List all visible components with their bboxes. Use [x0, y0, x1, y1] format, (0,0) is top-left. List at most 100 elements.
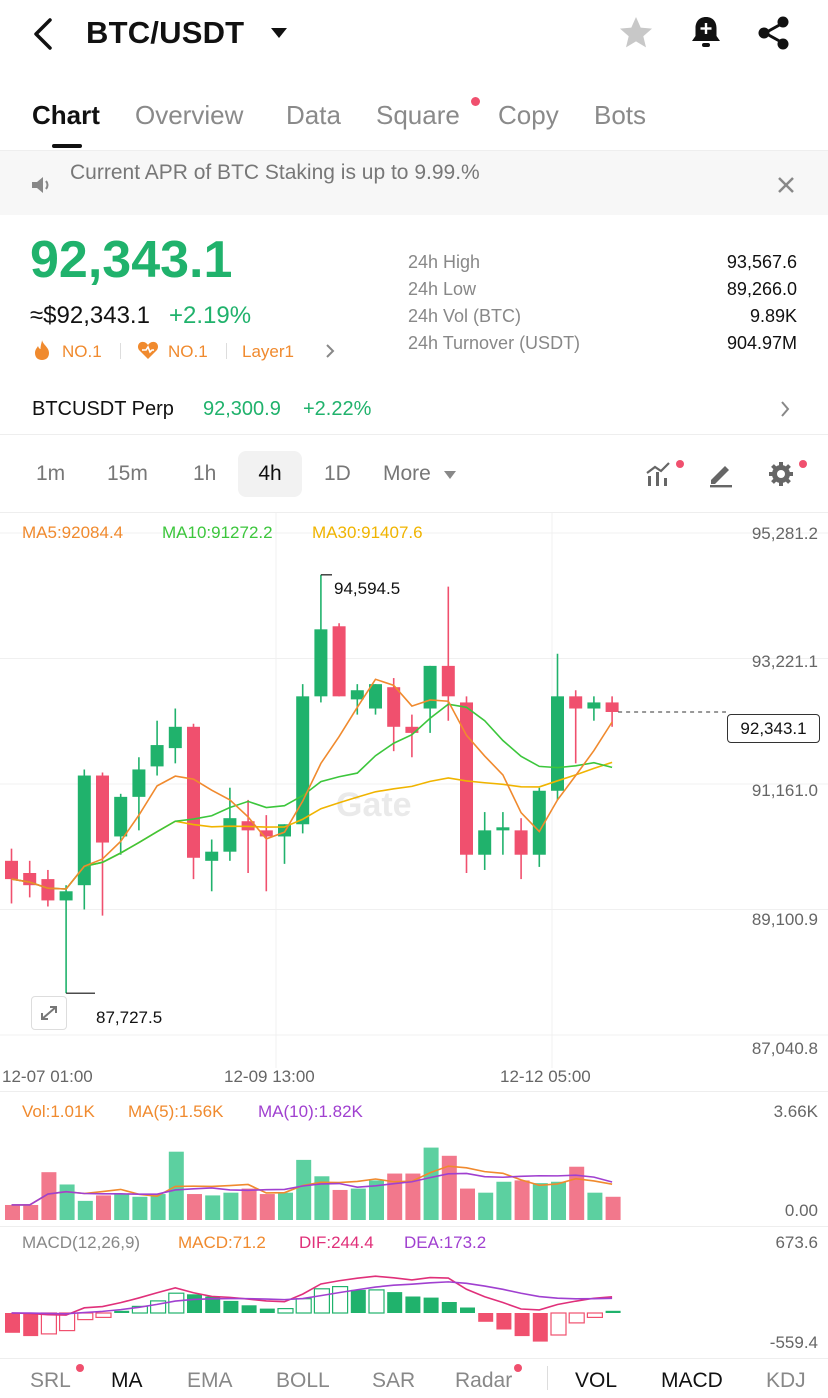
timeframe-1d[interactable]: 1D [324, 462, 351, 485]
macd-histogram-bar [205, 1296, 221, 1313]
price-change: +2.19% [169, 302, 252, 329]
current-price-tag: 92,343.1 [727, 714, 820, 743]
indicator-boll[interactable]: BOLL [276, 1369, 330, 1392]
time-axis-label: 12-09 13:00 [224, 1067, 315, 1086]
chevron-right-icon[interactable] [324, 343, 336, 359]
star-icon[interactable] [617, 14, 655, 52]
vol-axis-label: 3.66K [773, 1102, 818, 1121]
draw-pencil-icon[interactable] [707, 460, 735, 488]
chevron-right-icon [781, 401, 790, 417]
pair-title[interactable]: BTC/USDT [86, 15, 245, 50]
vol-ma10-legend: MA(10):1.82K [258, 1102, 363, 1121]
indicator-ema[interactable]: EMA [187, 1369, 233, 1392]
candle-body [369, 684, 382, 709]
indicator-vol[interactable]: VOL [575, 1369, 618, 1392]
tab-chart[interactable]: Chart [32, 100, 100, 130]
timeframe-more[interactable]: More [383, 462, 431, 485]
timeframe-1m[interactable]: 1m [36, 462, 66, 485]
rank-tag-hot[interactable]: NO.1 [62, 342, 102, 361]
volume-bar [441, 1155, 457, 1220]
perp-name: BTCUSDT Perp [32, 398, 174, 420]
volume-chart [5, 1147, 621, 1220]
macd-histogram-bar [77, 1312, 94, 1321]
divider [120, 343, 121, 359]
tab-bots[interactable]: Bots [594, 100, 647, 130]
volume-bar [223, 1192, 239, 1220]
indicator-chart-icon[interactable] [645, 460, 675, 488]
back-icon[interactable] [28, 16, 58, 52]
price-axis-label: 87,040.8 [751, 1039, 818, 1058]
rank-tag-popular[interactable]: NO.1 [168, 342, 208, 361]
stat-value: 9.89K [749, 306, 797, 326]
close-icon[interactable] [776, 175, 796, 195]
tab-square[interactable]: Square [376, 100, 460, 130]
volume-bar [187, 1194, 202, 1220]
volume-bar [205, 1195, 221, 1220]
macd-value: MACD:71.2 [178, 1233, 266, 1252]
divider [0, 150, 828, 151]
tab-overview[interactable]: Overview [135, 100, 244, 130]
indicator-srl[interactable]: SRL [30, 1369, 71, 1392]
bell-alert-icon[interactable] [688, 14, 724, 52]
macd-title: MACD(12,26,9) [22, 1233, 141, 1252]
macd-histogram-bar [368, 1289, 385, 1314]
macd-axis-label: -559.4 [769, 1333, 818, 1352]
settings-gear-icon[interactable] [768, 460, 796, 488]
candle-body [496, 827, 510, 831]
timeframe-1h[interactable]: 1h [193, 462, 217, 485]
macd-histogram-bar [5, 1313, 20, 1333]
notification-dot [676, 460, 684, 468]
caret-down-icon[interactable] [270, 27, 288, 39]
candle-body [569, 696, 583, 709]
indicator-sar[interactable]: SAR [372, 1369, 416, 1392]
volume-bar [532, 1183, 548, 1220]
indicator-kdj[interactable]: KDJ [766, 1369, 806, 1392]
macd-histogram-bar [313, 1288, 330, 1314]
ma10-legend: MA10:91272.2 [162, 523, 273, 542]
macd-histogram-bar [605, 1310, 621, 1313]
active-tab-indicator [52, 144, 82, 148]
category-tag[interactable]: Layer1 [242, 342, 294, 361]
stat-label: 24h Vol (BTC) [408, 306, 522, 326]
macd-histogram-bar [568, 1312, 585, 1324]
candle-body [460, 702, 473, 855]
indicator-radar[interactable]: Radar [455, 1369, 513, 1392]
candle-body [96, 775, 109, 843]
heart-icon [137, 341, 159, 359]
macd-histogram-bar [40, 1312, 58, 1335]
volume-bar [96, 1195, 111, 1220]
macd-histogram-bar [405, 1296, 421, 1313]
candlestick-chart[interactable]: Gate [0, 513, 828, 1093]
candle-body [259, 830, 273, 837]
macd-histogram-bar [350, 1289, 366, 1313]
volume-bar [605, 1196, 621, 1220]
timeframe-4h[interactable]: 4h [238, 451, 302, 497]
vol-legend-value: Vol:1.01K [22, 1102, 95, 1121]
vol-axis-label: 0.00 [784, 1201, 818, 1220]
volume-bar [478, 1192, 494, 1220]
divider [0, 512, 828, 513]
dif-line [11, 1275, 613, 1316]
volume-bar [150, 1194, 166, 1220]
stat-value: 93,567.6 [726, 252, 797, 272]
volume-bar [314, 1176, 330, 1220]
volume-bar [405, 1173, 421, 1220]
divider [547, 1366, 548, 1390]
indicator-ma[interactable]: MA [111, 1369, 143, 1392]
macd-histogram-bar [150, 1300, 167, 1314]
volume-bar [496, 1181, 512, 1220]
perp-change: +2.22% [303, 398, 372, 420]
high-annotation: 94,594.5 [334, 579, 401, 598]
fullscreen-button[interactable] [31, 996, 67, 1030]
indicator-macd[interactable]: MACD [661, 1369, 723, 1392]
timeframe-15m[interactable]: 15m [107, 462, 148, 485]
divider [0, 1226, 828, 1227]
volume-bar [23, 1204, 39, 1220]
share-icon[interactable] [756, 15, 792, 51]
macd-histogram-bar [496, 1313, 512, 1330]
tab-data[interactable]: Data [286, 100, 341, 130]
speaker-icon [32, 177, 49, 193]
perp-row[interactable]: BTCUSDT Perp 92,300.9 +2.22% [0, 385, 828, 433]
announcement-banner[interactable]: Current APR of BTC Staking is up to 9.99… [0, 151, 828, 215]
tab-copy[interactable]: Copy [498, 100, 559, 130]
